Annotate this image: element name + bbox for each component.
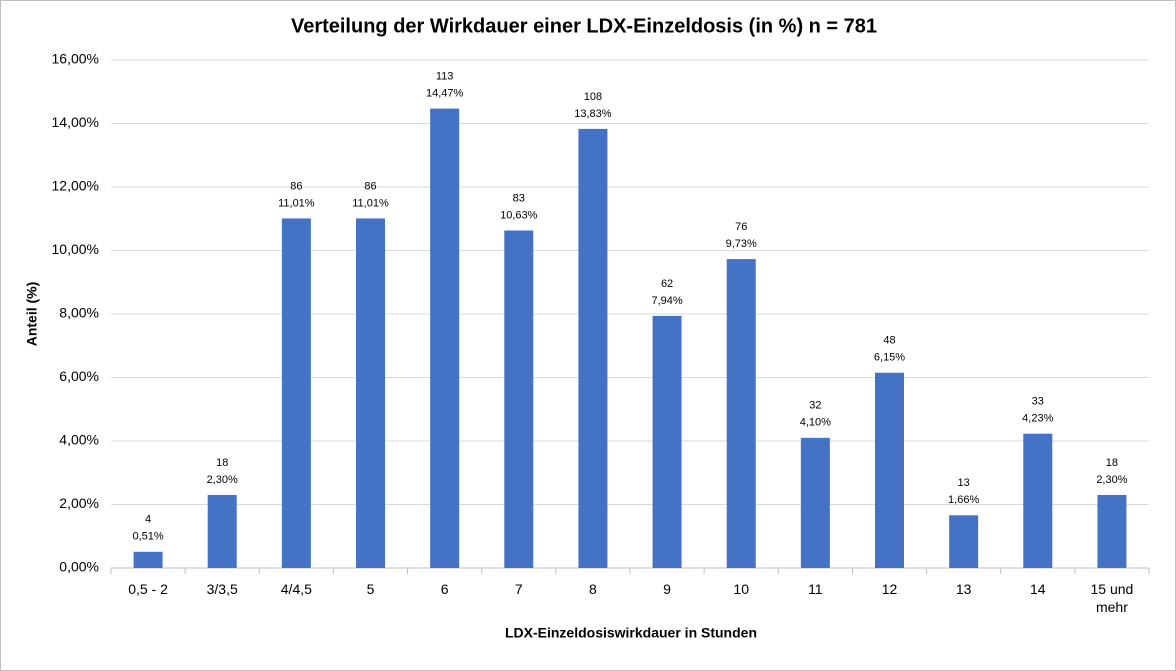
data-label: 9,73% — [726, 238, 757, 250]
y-tick-label: 10,00% — [52, 241, 99, 257]
x-tick-label: 7 — [514, 581, 523, 597]
bar — [430, 108, 460, 568]
bar — [652, 315, 682, 568]
bar — [356, 218, 385, 568]
count-label: 13 — [958, 477, 970, 489]
count-label: 32 — [809, 400, 821, 412]
count-label: 18 — [1106, 457, 1118, 469]
y-tick-label: 4,00% — [59, 432, 99, 448]
count-label: 33 — [1032, 396, 1044, 408]
x-tick-label: 11 — [808, 581, 823, 597]
count-label: 86 — [290, 180, 302, 192]
data-label: 13,83% — [574, 108, 612, 120]
x-tick-label: 15 und mehr — [1090, 581, 1134, 615]
y-tick-label: 12,00% — [52, 178, 99, 194]
x-tick-label: 6 — [440, 581, 449, 597]
count-label: 48 — [883, 335, 895, 347]
x-tick-label: 12 — [881, 581, 898, 597]
data-label: 2,30% — [207, 474, 238, 486]
y-tick-label: 8,00% — [59, 305, 99, 321]
data-label: 6,15% — [874, 352, 905, 364]
x-tick-label: 4/4,5 — [280, 581, 312, 597]
bar — [207, 494, 237, 568]
x-tick-label: 8 — [589, 581, 597, 597]
y-tick-label: 16,00% — [52, 51, 99, 67]
bar — [281, 218, 311, 568]
bar — [800, 437, 830, 568]
count-label: 18 — [216, 457, 228, 469]
y-tick-label: 2,00% — [59, 495, 99, 511]
y-tick-label: 0,00% — [59, 559, 99, 575]
count-label: 108 — [584, 91, 602, 103]
data-label: 14,47% — [426, 87, 464, 99]
x-tick-label: 3/3,5 — [206, 581, 238, 597]
y-tick-label: 6,00% — [59, 368, 99, 384]
data-label: 4,10% — [800, 417, 831, 429]
x-tick-label: 9 — [663, 581, 671, 597]
x-axis-label: LDX-Einzeldosiswirkdauer in Stunden — [505, 625, 757, 641]
count-label: 86 — [364, 180, 376, 192]
x-tick-label: 13 — [955, 581, 972, 597]
y-axis-label: Anteil (%) — [24, 282, 40, 347]
bar — [578, 128, 608, 568]
x-tick-label: 10 — [733, 581, 749, 597]
x-tick-label: 5 — [366, 581, 375, 597]
bar — [133, 551, 163, 568]
count-label: 113 — [436, 70, 454, 82]
data-label: 2,30% — [1096, 474, 1127, 486]
bar — [726, 259, 756, 568]
bar — [1023, 433, 1053, 568]
data-label: 0,51% — [132, 531, 163, 543]
y-tick-label: 14,00% — [52, 114, 99, 130]
x-tick-label: 0,5 - 2 — [128, 581, 168, 597]
data-label: 10,63% — [500, 209, 538, 221]
bar — [504, 230, 534, 568]
count-label: 76 — [735, 221, 747, 233]
count-label: 62 — [661, 278, 673, 290]
count-label: 83 — [513, 192, 525, 204]
data-label: 11,01% — [278, 197, 315, 209]
bar — [1097, 494, 1127, 568]
count-label: 4 — [145, 514, 151, 526]
data-label: 4,23% — [1022, 413, 1053, 425]
chart-title: Verteilung der Wirkdauer einer LDX-Einze… — [291, 15, 877, 37]
x-tick-label: 14 — [1029, 581, 1046, 597]
data-label: 1,66% — [948, 494, 979, 506]
data-label: 11,01% — [352, 197, 389, 209]
data-label: 7,94% — [651, 295, 682, 307]
bar — [949, 515, 979, 568]
bar — [875, 372, 904, 568]
